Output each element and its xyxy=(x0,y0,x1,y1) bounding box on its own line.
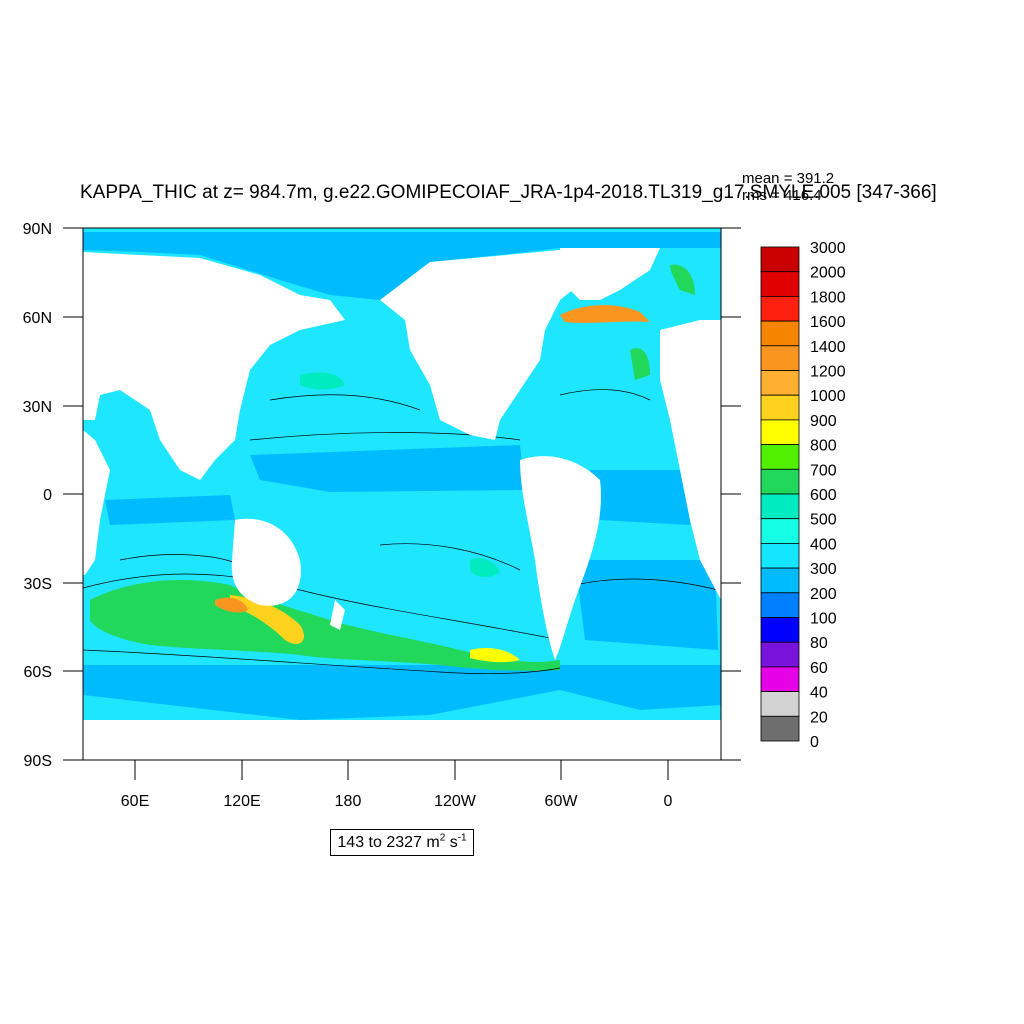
colorbar-labels: 3000200018001600140012001000900800700600… xyxy=(810,240,846,751)
range-prefix: 143 to 2327 m xyxy=(337,834,440,851)
colorbar-box xyxy=(760,419,800,445)
x-label-60e: 60E xyxy=(121,793,149,810)
norwegian-high xyxy=(670,264,695,295)
y-label-0: 0 xyxy=(43,487,52,504)
colorbar-level-label: 800 xyxy=(810,438,837,455)
land-europe-africa-east xyxy=(660,320,721,600)
colorbar-level-label: 20 xyxy=(810,709,828,726)
land-eurasia-africa-north xyxy=(83,252,345,480)
y-label-90s: 90S xyxy=(24,753,52,770)
mean-stat: mean = 391.2 xyxy=(742,170,834,187)
x-axis-labels: 60E 120E 180 120W 60W 0 xyxy=(121,793,673,810)
y-label-30s: 30S xyxy=(24,576,52,593)
colorbar-level-label: 2000 xyxy=(810,265,846,282)
colorbar-box xyxy=(760,271,800,297)
range-mid: s xyxy=(445,834,458,851)
gulfstream-green xyxy=(630,348,650,380)
land-greenland xyxy=(560,248,660,300)
map-panel xyxy=(83,228,721,760)
colorbar-level-label: 1400 xyxy=(810,339,846,356)
y-label-60s: 60S xyxy=(24,664,52,681)
range-exp-s: -1 xyxy=(457,832,467,844)
colorbar-level-label: 300 xyxy=(810,561,837,578)
x-label-120e: 120E xyxy=(223,793,260,810)
acc-yellow-zone xyxy=(230,595,305,645)
north-atlantic-high xyxy=(560,304,650,323)
colorbar-level-label: 0 xyxy=(810,734,819,751)
colorbar-level-label: 700 xyxy=(810,462,837,479)
value-range-label: 143 to 2327 m2 s-1 xyxy=(330,829,474,856)
colorbar xyxy=(760,246,800,742)
colorbar-box xyxy=(760,641,800,668)
y-axis-ticks xyxy=(63,227,741,761)
south-atlantic-band xyxy=(575,560,718,650)
colorbar-box xyxy=(760,468,800,495)
acc-yellow-zone-2 xyxy=(470,648,520,663)
x-label-60w: 60W xyxy=(545,793,579,810)
colorbar-box xyxy=(760,691,800,717)
arctic-shelf xyxy=(83,232,721,300)
landmasses xyxy=(83,248,721,760)
equatorial-band-pacific xyxy=(250,445,525,492)
colorbar-level-label: 1200 xyxy=(810,364,846,381)
colorbar-box xyxy=(760,518,800,544)
colorbar-box xyxy=(760,493,800,520)
land-antarctica xyxy=(83,720,721,760)
colorbar-level-label: 3000 xyxy=(810,240,846,257)
colorbar-level-label: 500 xyxy=(810,512,837,529)
colorbar-level-label: 40 xyxy=(810,685,828,702)
acc-orange-zone xyxy=(215,597,248,613)
south-pacific-gyre xyxy=(470,558,500,578)
x-label-180: 180 xyxy=(335,793,362,810)
colorbar-box xyxy=(760,666,800,693)
colorbar-level-label: 60 xyxy=(810,660,828,677)
colorbar-box xyxy=(760,444,800,470)
x-label-120w: 120W xyxy=(434,793,477,810)
colorbar-box xyxy=(760,370,800,396)
kuroshio-green xyxy=(300,372,345,390)
range-exp-m: 2 xyxy=(439,832,446,844)
equatorial-band-atlantic xyxy=(590,470,690,525)
colorbar-level-label: 200 xyxy=(810,586,837,603)
colorbar-level-label: 80 xyxy=(810,635,828,652)
colorbar-box xyxy=(760,592,800,618)
y-label-90n: 90N xyxy=(23,221,52,238)
land-australia xyxy=(231,518,301,606)
colorbar-box xyxy=(760,567,800,594)
colorbar-box xyxy=(760,715,800,742)
colorbar-box xyxy=(760,394,800,421)
y-label-60n: 60N xyxy=(23,310,52,327)
y-label-30n: 30N xyxy=(23,399,52,416)
colorbar-level-label: 100 xyxy=(810,611,837,628)
acc-green-zone xyxy=(90,580,560,671)
colorbar-box xyxy=(760,320,800,347)
colorbar-box xyxy=(760,543,800,569)
rms-stat: rms = 416.4 xyxy=(742,187,822,204)
colorbar-level-label: 900 xyxy=(810,413,837,430)
land-south-america xyxy=(520,456,601,660)
colorbar-box xyxy=(760,295,800,322)
colorbar-level-label: 400 xyxy=(810,536,837,553)
land-africa xyxy=(83,430,110,575)
colorbar-box xyxy=(760,246,800,273)
equatorial-band-indian xyxy=(105,495,235,525)
colorbar-level-label: 1600 xyxy=(810,314,846,331)
land-new-zealand xyxy=(330,600,345,630)
colorbar-level-label: 1800 xyxy=(810,289,846,306)
plot-title: KAPPA_THIC at z= 984.7m, g.e22.GOMIPECOI… xyxy=(80,182,937,203)
colorbar-level-label: 1000 xyxy=(810,388,846,405)
x-axis-ticks xyxy=(134,760,669,780)
colorbar-box xyxy=(760,617,800,643)
land-north-america xyxy=(380,250,600,440)
colorbar-level-label: 600 xyxy=(810,487,837,504)
colorbar-box xyxy=(760,345,800,371)
x-label-0: 0 xyxy=(664,793,673,810)
southern-band xyxy=(83,665,721,720)
y-axis-labels: 90N 60N 30N 0 30S 60S 90S xyxy=(23,221,52,770)
